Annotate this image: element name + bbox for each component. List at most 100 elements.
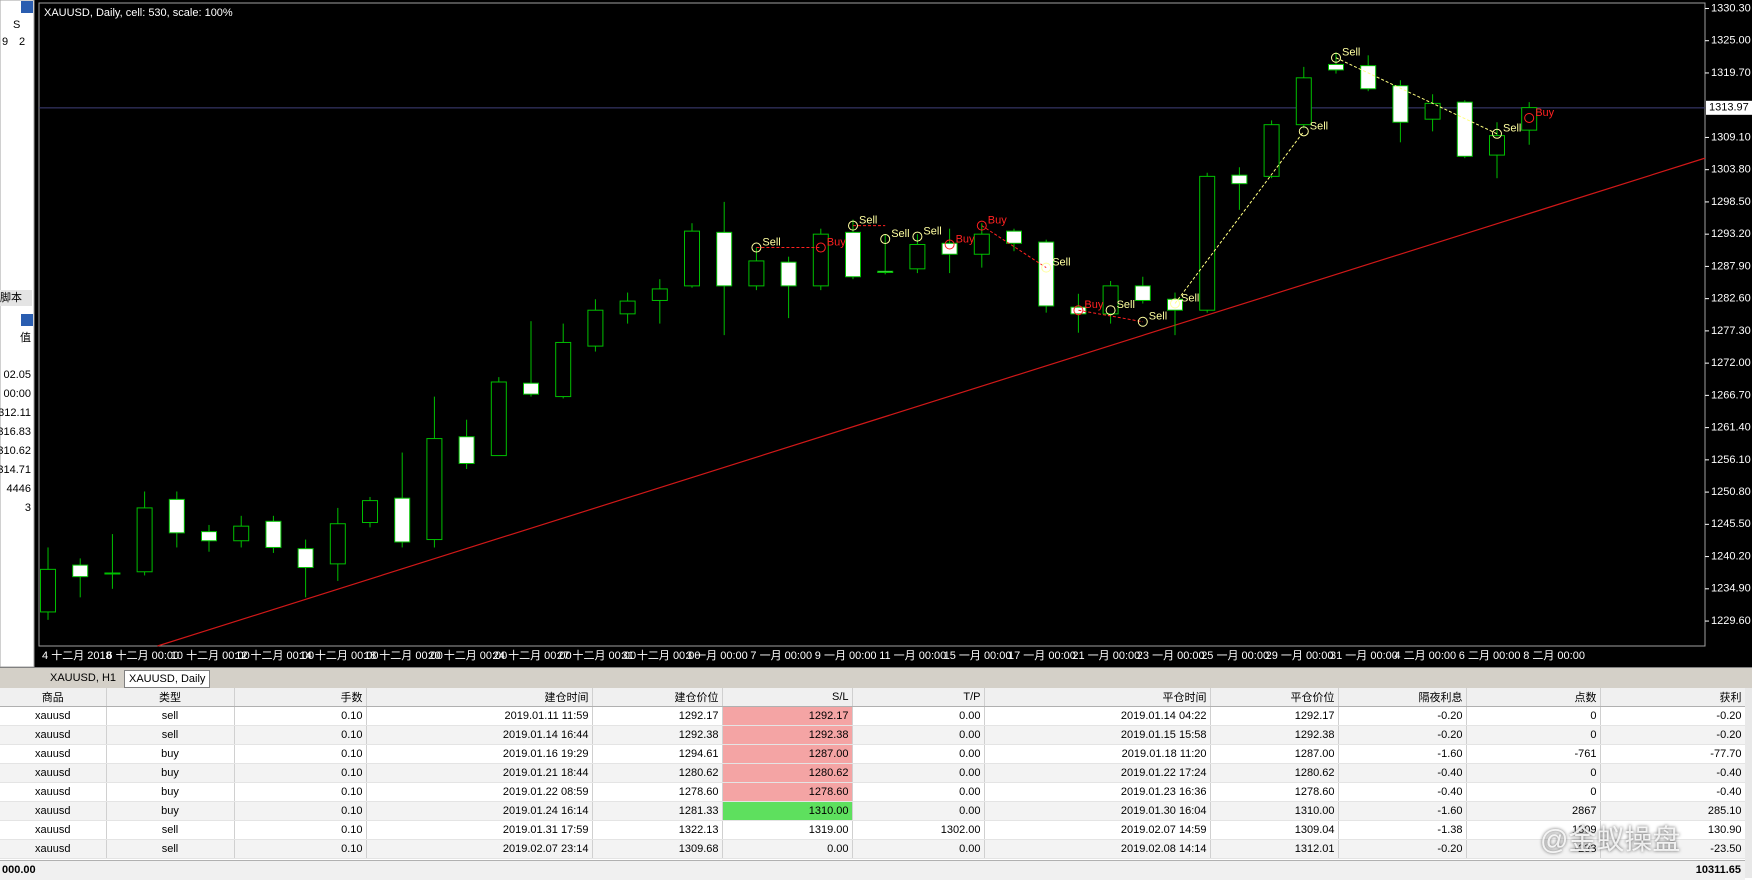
candle-body (973, 233, 990, 255)
table-cell: sell (106, 725, 235, 745)
table-cell: 0.10 (234, 763, 367, 783)
x-tick-label: 11 一月 00:00 (879, 650, 946, 662)
candle-body (1005, 230, 1022, 244)
candle-body (748, 260, 765, 287)
watermark: @金蚁操盘 (1540, 824, 1681, 855)
y-tick-label: 1309.10 (1711, 131, 1751, 143)
table-row[interactable]: xauusd buy 0.10 2019.01.21 18:44 1280.62 1280… (0, 763, 1746, 783)
table-row[interactable]: xauusd buy 0.10 2019.01.24 16:14 1281.33 1310… (0, 801, 1746, 821)
table-cell: xauusd (0, 782, 107, 802)
x-tick-label: 14 十二月 00:00 (300, 648, 379, 662)
close-button[interactable] (21, 314, 33, 326)
table-cell: 1310.00 (722, 801, 853, 821)
column-header: 平仓时间 (984, 688, 1211, 707)
table-cell: -0.20 (1338, 706, 1467, 726)
trade-marker-label: Sell (891, 228, 909, 240)
candle-body (780, 261, 797, 287)
footer-total: 10311.65 (1695, 864, 1741, 876)
x-tick-label: 25 一月 00:00 (1201, 650, 1269, 662)
table-cell: 1294.61 (592, 744, 723, 764)
x-tick-label: 4 十二月 2018 (42, 648, 112, 662)
chart-title: XAUUSD, Daily, cell: 530, scale: 100% (44, 7, 233, 19)
trade-marker-label: Sell (1503, 123, 1521, 135)
y-tick-label: 1234.90 (1711, 583, 1751, 595)
table-cell: buy (106, 801, 235, 821)
table-row[interactable]: xauusd sell 0.10 2019.02.07 23:14 1309.68 0.0… (0, 839, 1746, 859)
trade-marker-label: Sell (762, 236, 780, 248)
table-cell: 0 (1466, 706, 1601, 726)
table-cell: 1302.00 (852, 820, 985, 840)
table-cell: 1319.00 (722, 820, 853, 840)
chart-tab[interactable]: XAUUSD, Daily (124, 670, 211, 688)
trade-line (981, 225, 1047, 269)
table-cell: sell (106, 706, 235, 726)
table-cell: -0.40 (1338, 782, 1467, 802)
panel-value: 3 (25, 502, 31, 514)
chart-tab[interactable]: XAUUSD, H1 (50, 672, 117, 684)
panel-value: 02.05 (3, 369, 31, 381)
trade-marker-label: Buy (1084, 299, 1103, 311)
trade-marker-label: Sell (1181, 292, 1199, 304)
footer-balance: 000.00 (2, 864, 36, 876)
trade-marker (1041, 262, 1052, 273)
table-cell: 1292.38 (592, 725, 723, 745)
table-cell: 1278.60 (592, 782, 723, 802)
candle-body (684, 230, 701, 287)
candle-body (201, 531, 218, 542)
table-cell: 0.10 (234, 782, 367, 802)
x-tick-label: 21 一月 00:00 (1072, 650, 1140, 662)
table-cell: xauusd (0, 706, 107, 726)
trade-line (1174, 131, 1305, 304)
trade-marker (1073, 305, 1084, 316)
column-header: 商品 (0, 688, 107, 707)
table-cell: 1280.62 (722, 763, 853, 783)
scrollbar[interactable] (1745, 688, 1752, 878)
x-tick-label: 4 二月 00:00 (1394, 650, 1456, 662)
close-button[interactable] (21, 1, 33, 13)
x-tick-label: 3 一月 00:00 (686, 650, 748, 662)
y-tick-label: 1261.40 (1711, 422, 1751, 434)
table-cell: 0.00 (852, 782, 985, 802)
y-tick-label: 1256.10 (1711, 454, 1751, 466)
column-header: T/P (852, 688, 985, 707)
table-row[interactable]: xauusd buy 0.10 2019.01.16 19:29 1294.61 1287… (0, 744, 1746, 764)
candle-body (362, 500, 379, 524)
panel-value: 312.11 (0, 407, 31, 419)
table-row[interactable]: xauusd buy 0.10 2019.01.22 08:59 1278.60 1278… (0, 782, 1746, 802)
table-cell: 1278.60 (722, 782, 853, 802)
trade-marker (1524, 112, 1535, 123)
candle-body (555, 341, 572, 398)
column-header: 类型 (106, 688, 235, 707)
table-cell: -1.60 (1338, 801, 1467, 821)
table-row[interactable]: xauusd sell 0.10 2019.01.11 11:59 1292.17 129… (0, 706, 1746, 726)
trade-marker-label: Sell (1052, 257, 1070, 269)
table-cell: xauusd (0, 763, 107, 783)
y-tick-label: 1277.30 (1711, 325, 1751, 337)
table-row[interactable]: xauusd sell 0.10 2019.01.14 16:44 1292.38 129… (0, 725, 1746, 745)
table-cell: -0.40 (1600, 763, 1746, 783)
table-cell: 0.10 (234, 820, 367, 840)
table-cell: buy (106, 782, 235, 802)
trade-marker (1298, 126, 1309, 137)
panel-column-header: 值 (20, 331, 31, 344)
table-row[interactable]: xauusd sell 0.10 2019.01.31 17:59 1322.13 131… (0, 820, 1746, 840)
table-cell: 0.00 (722, 839, 853, 859)
table-cell: 2019.02.07 14:59 (984, 820, 1211, 840)
table-cell: -1.38 (1338, 820, 1467, 840)
candle-body (233, 525, 250, 542)
y-tick-label: 1298.50 (1711, 196, 1751, 208)
column-header: 建仓价位 (592, 688, 723, 707)
column-header: 手数 (234, 688, 367, 707)
table-cell: -77.70 (1600, 744, 1746, 764)
table-cell: buy (106, 763, 235, 783)
column-header: 建仓时间 (366, 688, 593, 707)
column-header: 隔夜利息 (1338, 688, 1467, 707)
trade-marker (815, 242, 826, 253)
panel-tab[interactable] (0, 290, 32, 306)
table-cell: -0.20 (1600, 725, 1746, 745)
y-tick-label: 1245.50 (1711, 518, 1751, 530)
history-table: 商品 类型 手数 建仓时间 建仓价位 S/L T/P 平仓时间 平仓价位 隔夜利息 点数 获利 xau… (0, 688, 1746, 859)
table-cell: 0.10 (234, 801, 367, 821)
candle-body (523, 382, 540, 395)
table-cell: 1287.00 (1210, 744, 1339, 764)
